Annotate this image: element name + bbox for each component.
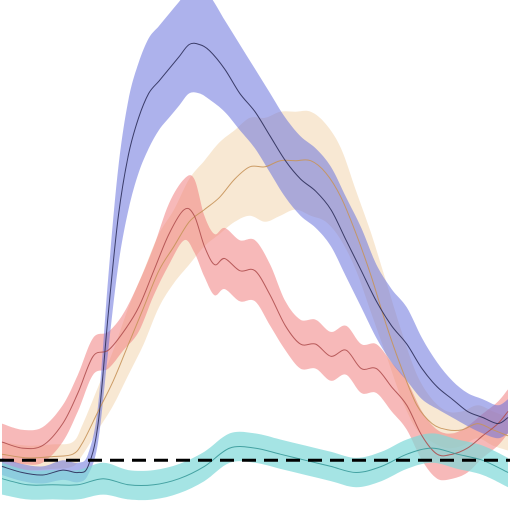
confidence-bands bbox=[2, 0, 508, 501]
mean-line-4 bbox=[1, 445, 509, 487]
confidence-band-4 bbox=[2, 431, 508, 501]
mean-line-2 bbox=[1, 207, 509, 457]
mean-line-1 bbox=[1, 159, 509, 459]
mean-line-3 bbox=[1, 42, 509, 476]
mean-lines bbox=[1, 42, 509, 487]
confidence-band-3 bbox=[2, 0, 508, 484]
